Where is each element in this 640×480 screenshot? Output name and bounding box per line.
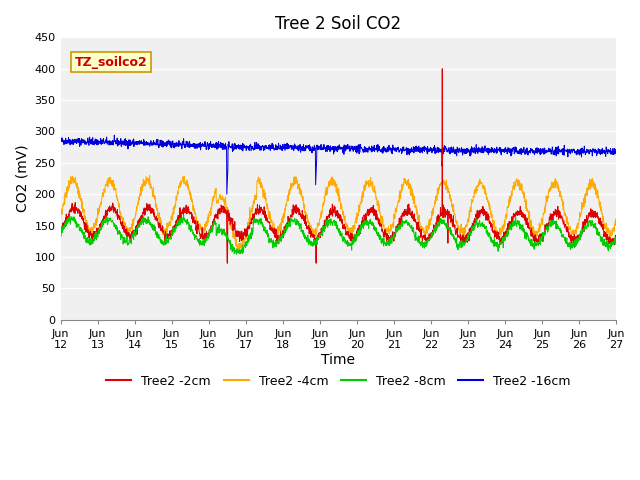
- Tree2 -16cm: [355, 147, 363, 153]
- Tree2 -8cm: [57, 229, 65, 235]
- Line: Tree2 -16cm: Tree2 -16cm: [61, 135, 616, 194]
- Title: Tree 2 Soil CO2: Tree 2 Soil CO2: [275, 15, 401, 33]
- Tree2 -8cm: [564, 244, 572, 250]
- Line: Tree2 -8cm: Tree2 -8cm: [61, 215, 616, 254]
- Tree2 -8cm: [500, 237, 508, 242]
- Tree2 -2cm: [57, 228, 65, 234]
- Line: Tree2 -2cm: Tree2 -2cm: [61, 69, 616, 263]
- Tree2 -2cm: [612, 233, 620, 239]
- Tree2 -8cm: [232, 252, 240, 257]
- Tree2 -4cm: [235, 246, 243, 252]
- Tree2 -16cm: [500, 150, 508, 156]
- Text: TZ_soilco2: TZ_soilco2: [74, 56, 147, 69]
- Tree2 -16cm: [223, 192, 230, 197]
- Tree2 -4cm: [500, 220, 508, 226]
- Tree2 -4cm: [146, 173, 154, 179]
- Tree2 -2cm: [367, 209, 374, 215]
- Tree2 -16cm: [57, 137, 65, 143]
- Tree2 -16cm: [111, 132, 118, 138]
- X-axis label: Time: Time: [321, 353, 355, 367]
- Tree2 -2cm: [579, 219, 587, 225]
- Tree2 -4cm: [564, 221, 572, 227]
- Tree2 -2cm: [564, 229, 572, 235]
- Tree2 -16cm: [579, 147, 587, 153]
- Tree2 -2cm: [355, 229, 362, 235]
- Tree2 -2cm: [500, 234, 508, 240]
- Tree2 -2cm: [212, 214, 220, 219]
- Tree2 -16cm: [367, 148, 375, 154]
- Tree2 -16cm: [612, 148, 620, 154]
- Tree2 -8cm: [180, 212, 188, 218]
- Tree2 -4cm: [367, 181, 375, 187]
- Y-axis label: CO2 (mV): CO2 (mV): [15, 145, 29, 212]
- Tree2 -2cm: [223, 260, 231, 266]
- Tree2 -2cm: [438, 66, 446, 72]
- Tree2 -4cm: [57, 217, 65, 223]
- Line: Tree2 -4cm: Tree2 -4cm: [61, 176, 616, 249]
- Tree2 -4cm: [579, 200, 587, 206]
- Tree2 -8cm: [579, 228, 587, 234]
- Legend: Tree2 -2cm, Tree2 -4cm, Tree2 -8cm, Tree2 -16cm: Tree2 -2cm, Tree2 -4cm, Tree2 -8cm, Tree…: [101, 370, 575, 393]
- Tree2 -8cm: [212, 221, 220, 227]
- Tree2 -16cm: [564, 147, 572, 153]
- Tree2 -8cm: [367, 221, 375, 227]
- Tree2 -16cm: [212, 141, 220, 146]
- Tree2 -8cm: [612, 237, 620, 242]
- Tree2 -4cm: [212, 189, 220, 194]
- Tree2 -4cm: [612, 218, 620, 224]
- Tree2 -4cm: [355, 202, 363, 208]
- Tree2 -8cm: [355, 233, 363, 239]
